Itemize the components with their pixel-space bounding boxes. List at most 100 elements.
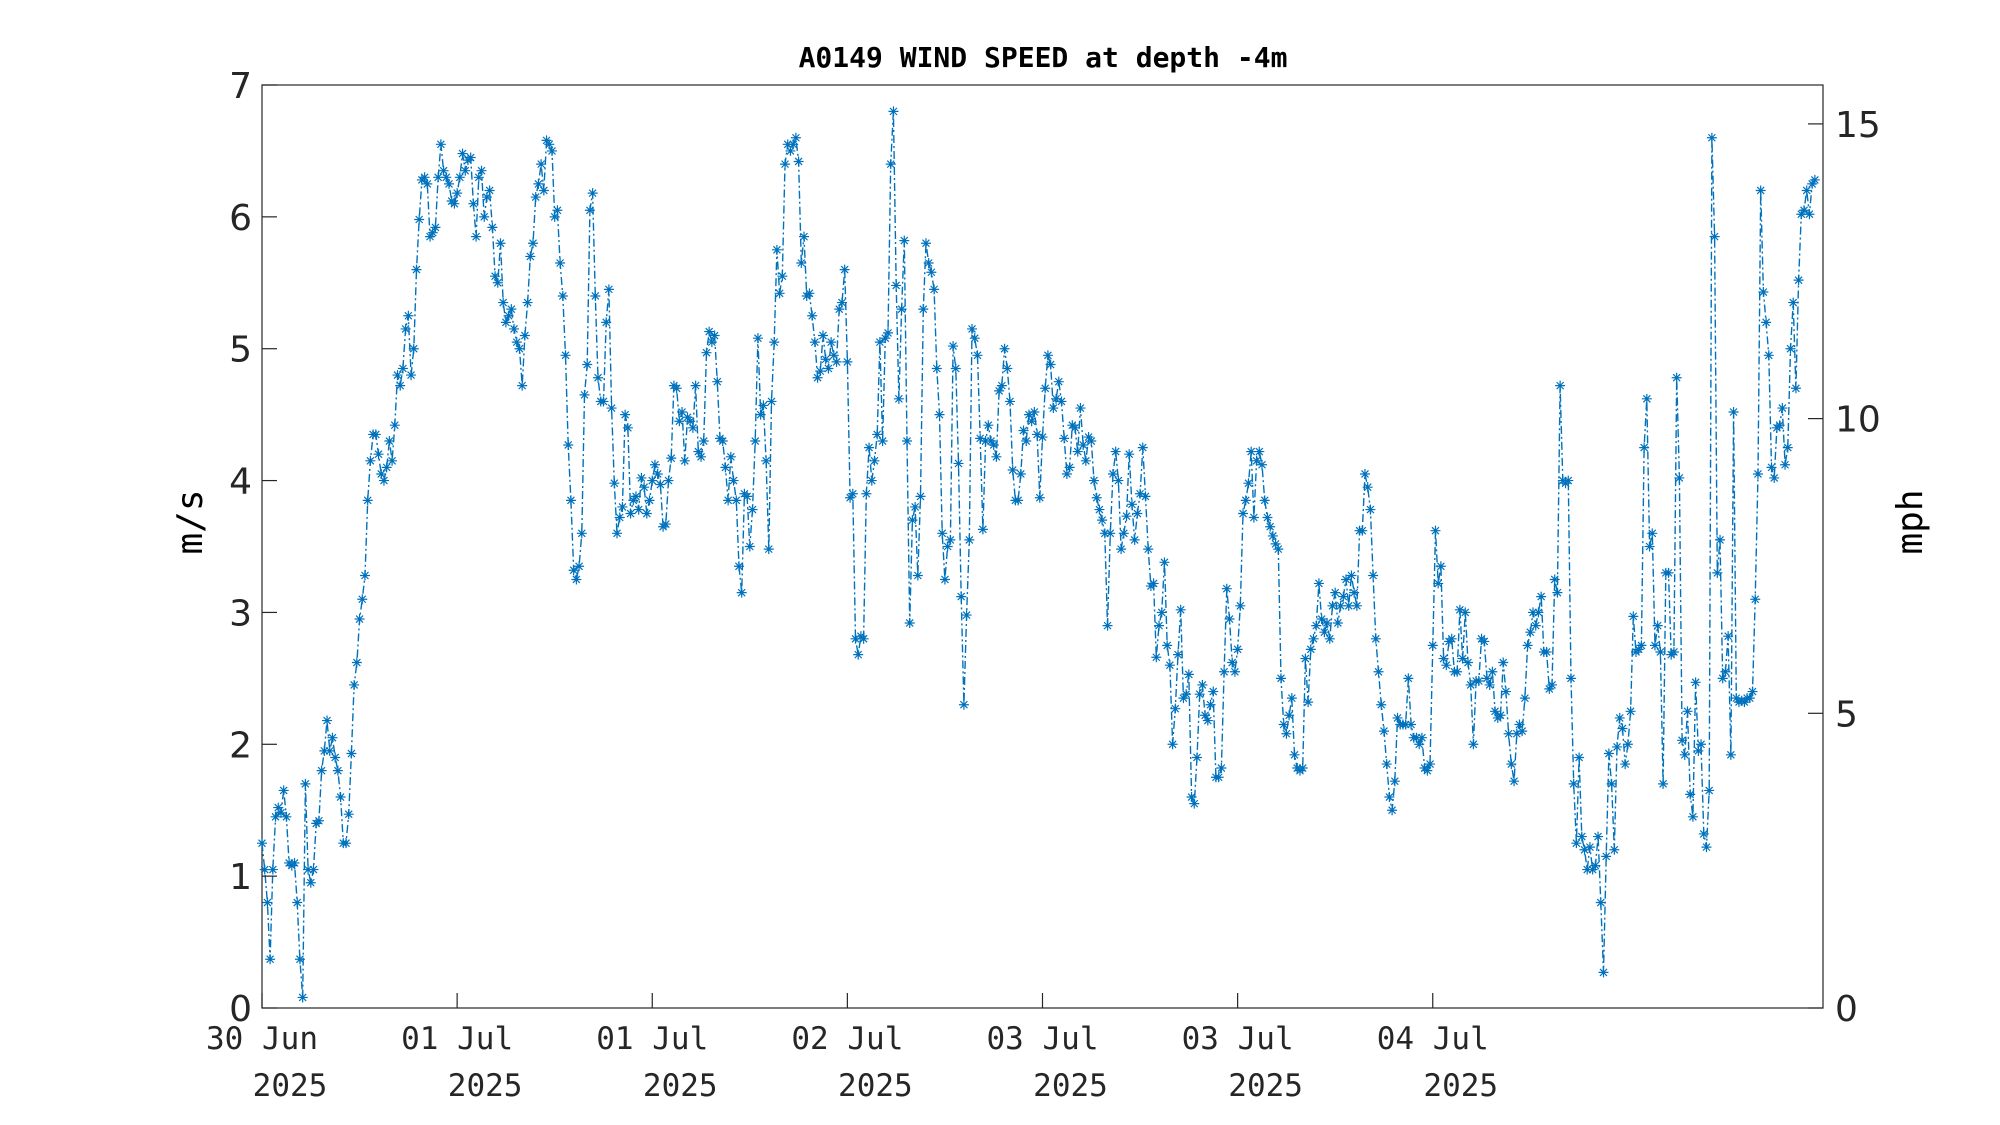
data-point: [1430, 525, 1441, 536]
data-point: [761, 455, 772, 466]
data-point: [1744, 693, 1755, 704]
data-point: [435, 139, 446, 150]
data-point: [961, 610, 972, 621]
data-point: [820, 354, 831, 365]
data-point: [1487, 666, 1498, 677]
data-point: [495, 238, 506, 249]
data-point: [1037, 432, 1048, 443]
data-point: [923, 258, 934, 269]
data-point: [1004, 396, 1015, 407]
data-point: [422, 178, 433, 189]
data-point: [1422, 765, 1433, 776]
data-point: [1370, 633, 1381, 644]
data-point: [1622, 739, 1633, 750]
data-point: [1121, 511, 1132, 522]
data-point: [920, 238, 931, 249]
data-point: [1400, 719, 1411, 730]
data-point: [509, 323, 520, 334]
data-point: [706, 337, 717, 348]
data-point: [384, 436, 395, 447]
data-point: [1257, 459, 1268, 470]
data-point: [341, 838, 352, 849]
data-point: [1235, 600, 1246, 611]
data-point: [1224, 614, 1235, 625]
data-point: [1506, 759, 1517, 770]
data-point: [717, 436, 728, 447]
data-point: [652, 468, 663, 479]
data-point: [387, 455, 398, 466]
data-point: [1809, 174, 1820, 185]
data-point: [1435, 561, 1446, 572]
data-point: [324, 745, 335, 756]
data-point: [1368, 570, 1379, 581]
data-point: [1040, 383, 1051, 394]
data-point: [378, 475, 389, 486]
data-point: [403, 310, 414, 321]
data-point: [888, 106, 899, 117]
data-point: [438, 165, 449, 176]
data-point: [433, 172, 444, 183]
data-point: [780, 159, 791, 170]
data-point: [1511, 728, 1522, 739]
data-point: [1603, 748, 1614, 759]
data-point: [1392, 712, 1403, 723]
data-point: [1021, 436, 1032, 447]
data-point: [1647, 528, 1658, 539]
data-point: [809, 337, 820, 348]
data-point: [633, 504, 644, 515]
data-point: [733, 561, 744, 572]
data-point: [1229, 666, 1240, 677]
data-point: [1072, 446, 1083, 457]
data-point: [967, 323, 978, 334]
data-point: [571, 574, 582, 585]
data-point: [836, 297, 847, 308]
y-tick-label: 5: [229, 330, 252, 371]
data-point: [579, 389, 590, 400]
data-point: [1752, 468, 1763, 479]
data-point: [766, 396, 777, 407]
data-point: [1801, 185, 1812, 196]
data-point: [1056, 396, 1067, 407]
data-point: [1498, 657, 1509, 668]
data-point: [1156, 607, 1167, 618]
data-point: [758, 400, 769, 411]
data-point: [270, 811, 281, 822]
data-point: [1053, 376, 1064, 387]
data-point: [1555, 380, 1566, 391]
data-point: [275, 807, 286, 818]
data-point: [1042, 350, 1053, 361]
data-point: [1517, 726, 1528, 737]
data-point: [723, 495, 734, 506]
data-point: [327, 732, 338, 743]
data-point: [289, 857, 300, 868]
x-tick-label-year: 2025: [1423, 1068, 1498, 1104]
data-point: [1113, 475, 1124, 486]
data-point: [1769, 472, 1780, 483]
data-point: [630, 491, 641, 502]
data-point: [1755, 185, 1766, 196]
data-point: [628, 495, 639, 506]
data-point: [555, 258, 566, 269]
data-point: [292, 897, 303, 908]
data-point: [1641, 393, 1652, 404]
data-point: [980, 436, 991, 447]
data-point: [1528, 607, 1539, 618]
data-point: [939, 574, 950, 585]
data-point: [1284, 710, 1295, 721]
y-tick-label: 1: [229, 857, 252, 898]
data-point: [500, 317, 511, 328]
data-point: [1357, 525, 1368, 536]
data-point: [601, 317, 612, 328]
data-point: [1270, 538, 1281, 549]
data-point: [1633, 644, 1644, 655]
data-point: [1064, 462, 1075, 473]
data-point: [1061, 468, 1072, 479]
x-tick-label-year: 2025: [838, 1068, 913, 1104]
data-point: [1341, 574, 1352, 585]
data-point: [1316, 614, 1327, 625]
data-point: [517, 380, 528, 391]
data-point: [273, 802, 284, 813]
data-point: [1782, 442, 1793, 453]
data-point: [988, 439, 999, 450]
data-point: [389, 420, 400, 431]
